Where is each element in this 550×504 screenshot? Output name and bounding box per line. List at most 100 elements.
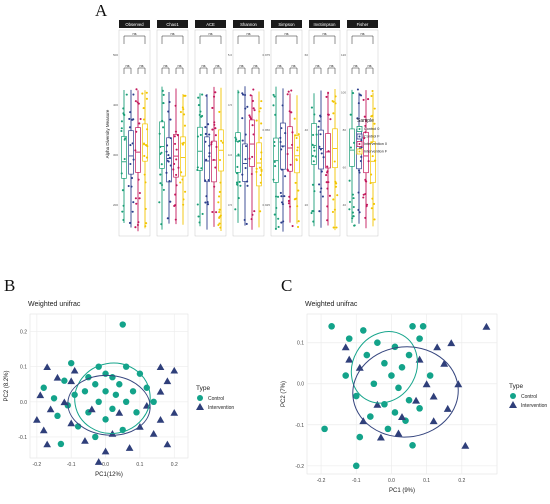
significance-label: ns (239, 64, 243, 68)
significance-bracket (199, 35, 222, 44)
significance-bracket (313, 67, 322, 74)
data-point (363, 115, 366, 118)
plot-area (306, 313, 498, 475)
data-point (335, 226, 338, 229)
data-point (237, 91, 240, 94)
x-tick-label: 0.2 (458, 478, 465, 484)
facet-strip (271, 20, 302, 28)
data-point (217, 224, 220, 227)
data-point (134, 226, 137, 229)
data-point (175, 184, 178, 187)
data-point (325, 95, 328, 98)
data-point (363, 137, 366, 140)
data-point (198, 113, 201, 116)
y-tick-label: 200 (113, 203, 118, 207)
data-point (244, 133, 247, 136)
data-point (320, 187, 323, 190)
data-point (326, 165, 329, 168)
data-point (318, 210, 321, 213)
data-point (182, 113, 186, 116)
control-point (54, 412, 61, 420)
data-point (244, 145, 248, 148)
box (135, 127, 141, 173)
significance-label: ns (163, 64, 167, 68)
data-point (120, 172, 123, 175)
data-point (204, 140, 207, 143)
data-point (295, 136, 298, 140)
data-point (165, 150, 168, 153)
box (256, 142, 262, 187)
data-point (206, 203, 210, 206)
intervention-point (67, 419, 76, 427)
data-point (280, 148, 283, 151)
panel-letter-c: C (281, 276, 293, 295)
data-point (121, 189, 124, 192)
data-point (204, 201, 207, 204)
data-point (369, 182, 372, 185)
y-axis-label: Alpha Diversity Measure (105, 109, 110, 158)
control-point (92, 381, 99, 388)
data-point (175, 173, 178, 176)
control-point (416, 335, 423, 342)
data-point (357, 191, 360, 194)
intervention-point (433, 343, 442, 351)
data-point (161, 89, 164, 92)
data-point (279, 191, 282, 194)
data-point (128, 221, 132, 225)
data-point (332, 226, 335, 229)
data-point (312, 133, 315, 137)
data-point (328, 194, 331, 197)
data-point (135, 88, 138, 91)
y-tick-label: 100 (341, 91, 346, 95)
y-tick-label: 120 (341, 53, 346, 57)
data-point (260, 169, 263, 173)
data-point (374, 159, 377, 162)
y-tick-label: 20 (305, 203, 309, 207)
data-point (287, 90, 290, 93)
data-point (373, 107, 376, 110)
box (349, 128, 355, 167)
data-point (290, 111, 293, 114)
box (311, 123, 317, 165)
intervention-point (443, 404, 452, 412)
data-point (373, 218, 376, 221)
data-point (362, 193, 365, 196)
data-point (373, 122, 376, 125)
box (242, 143, 248, 182)
data-point (218, 208, 221, 211)
data-point (318, 145, 321, 148)
facet-strip-label: Chao1 (166, 22, 179, 27)
data-point (132, 93, 135, 96)
data-point (211, 128, 214, 131)
data-point (196, 166, 199, 169)
control-point (50, 395, 58, 402)
x-axis-label: PC1(12%) (95, 472, 123, 478)
data-point (352, 215, 355, 218)
intervention-point (454, 380, 463, 388)
data-point (211, 106, 214, 110)
data-point (217, 201, 220, 204)
data-point (199, 110, 202, 113)
legend-label: Control 0 (364, 127, 379, 131)
y-tick-label: 400 (113, 103, 118, 107)
data-point (327, 150, 330, 153)
data-point (218, 110, 221, 113)
data-point (280, 168, 283, 171)
data-point (122, 218, 125, 222)
data-point (348, 200, 351, 204)
significance-bracket (365, 67, 374, 74)
data-point (211, 210, 214, 214)
data-point (312, 220, 315, 223)
data-point (128, 126, 131, 129)
x-tick-label: -0.2 (317, 478, 326, 484)
data-point (176, 134, 179, 137)
data-point (332, 112, 335, 115)
intervention-point (87, 405, 96, 413)
data-point (243, 93, 247, 97)
intervention-point (163, 440, 172, 448)
intervention-point (376, 433, 385, 441)
data-point (208, 155, 211, 158)
data-point (332, 198, 335, 201)
data-point (201, 93, 204, 96)
data-point (249, 94, 252, 97)
